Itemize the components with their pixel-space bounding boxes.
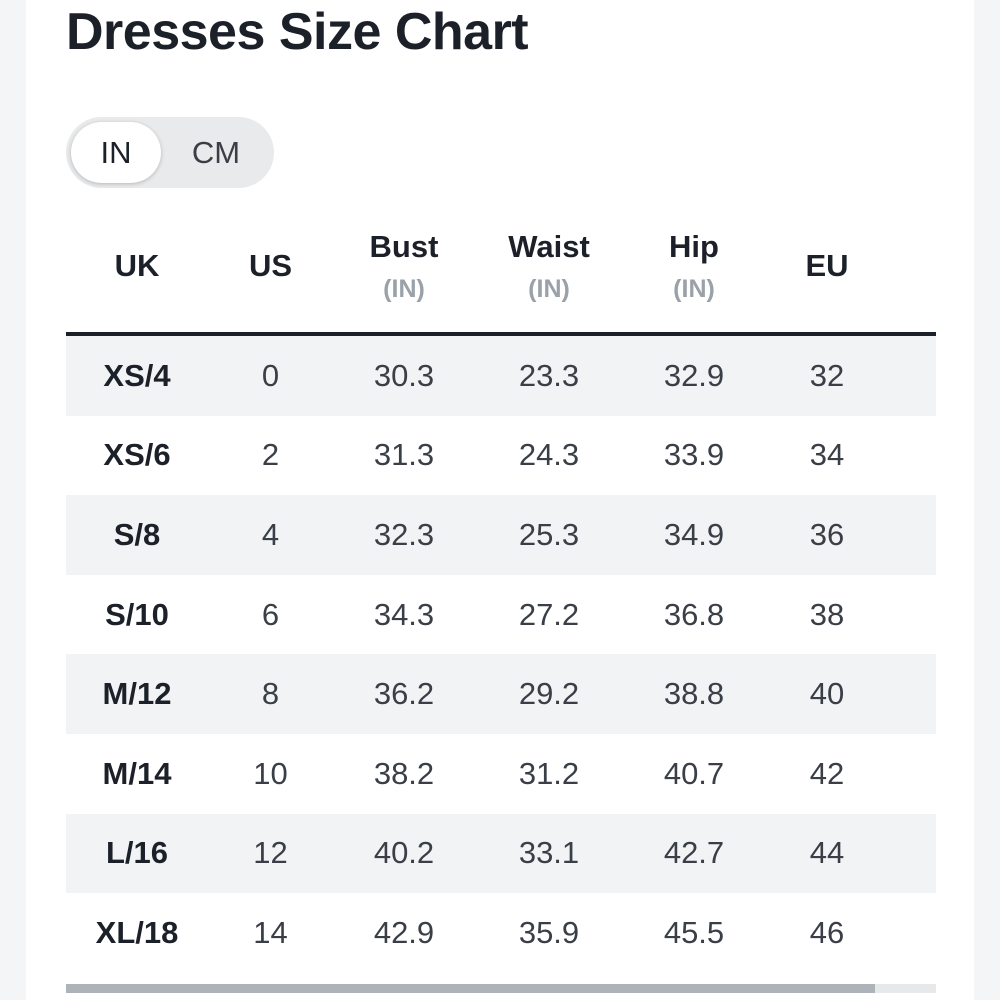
- cell-hip: 40.7: [663, 755, 725, 791]
- cell-hip: 42.7: [623, 813, 765, 894]
- cell-bust: 42.9: [373, 914, 435, 950]
- column-label: Bust: [369, 228, 439, 264]
- horizontal-scrollbar[interactable]: [66, 984, 936, 993]
- cell-waist: 33.1: [475, 813, 623, 894]
- cell-clipped: 3: [889, 416, 936, 496]
- column-label: Hip: [669, 228, 719, 264]
- cell-eu: 34: [809, 437, 845, 473]
- size-table-scroll-area[interactable]: UK US Bust (IN) Waist (IN) Hip: [66, 200, 936, 990]
- column-unit: (IN): [383, 274, 425, 303]
- scrollbar-thumb[interactable]: [66, 984, 875, 993]
- cell-uk: M/12: [66, 654, 208, 734]
- cell-hip: 34.9: [623, 495, 765, 575]
- cell-hip: 38.8: [623, 654, 765, 734]
- table-row: XL/18 14 42.9 35.9 45.5 46 5: [66, 893, 936, 973]
- cell-bust: 36.2: [333, 654, 475, 734]
- cell-hip: 33.9: [663, 437, 725, 473]
- cell-eu: 36: [765, 495, 889, 575]
- column-label: EU: [805, 248, 849, 283]
- cell-bust: 31.3: [373, 437, 435, 473]
- table-body: XS/4030.323.332.9323XS/6231.324.333.9343…: [66, 334, 936, 973]
- cell-eu: 32: [765, 334, 889, 416]
- cell-uk: S/10: [105, 596, 169, 632]
- cell-clipped: 5: [889, 893, 936, 973]
- column-label: US: [248, 248, 293, 283]
- cell-us: 10: [253, 755, 288, 791]
- page-title: Dresses Size Chart: [66, 3, 529, 61]
- cell-waist: 24.3: [518, 437, 580, 473]
- cell-clipped: 4: [889, 575, 936, 655]
- cell-eu: 44: [765, 813, 889, 894]
- cell-uk: M/14: [102, 755, 172, 791]
- column-label: Waist: [508, 228, 590, 264]
- cell-hip: 32.9: [623, 334, 765, 416]
- cell-us: 8: [208, 654, 333, 734]
- cell-uk: L/16: [66, 813, 208, 894]
- cell-bust: 40.2: [333, 813, 475, 894]
- column-header-waist: Waist (IN): [475, 200, 623, 336]
- column-header-eu: EU: [765, 200, 889, 336]
- unit-option-cm[interactable]: CM: [191, 135, 241, 170]
- cell-hip: 45.5: [663, 914, 725, 950]
- table-header-row: UK US Bust (IN) Waist (IN) Hip: [66, 200, 936, 336]
- cell-eu: 46: [809, 914, 845, 950]
- cell-eu: 40: [765, 654, 889, 734]
- cell-waist: 27.2: [518, 596, 580, 632]
- cell-clipped: 4: [889, 734, 936, 814]
- cell-us: 2: [261, 437, 280, 473]
- cell-uk: XS/4: [66, 334, 208, 416]
- unit-option-in[interactable]: IN: [71, 122, 161, 183]
- table-row: M/14 10 38.2 31.2 40.7 42 4: [66, 734, 936, 814]
- cell-bust: 38.2: [373, 755, 435, 791]
- cell-clipped: 4: [889, 813, 936, 894]
- column-header-uk: UK: [66, 200, 208, 336]
- cell-us: 14: [253, 914, 288, 950]
- column-unit: (IN): [528, 274, 570, 303]
- column-header-bust: Bust (IN): [333, 200, 475, 336]
- cell-hip: 36.8: [663, 596, 725, 632]
- cell-clipped: 4: [889, 495, 936, 575]
- cell-bust: 30.3: [333, 334, 475, 416]
- cell-uk: XL/18: [95, 914, 179, 950]
- cell-us: 12: [208, 813, 333, 894]
- size-table: UK US Bust (IN) Waist (IN) Hip: [66, 200, 936, 973]
- cell-us: 0: [208, 334, 333, 416]
- cell-eu: 38: [809, 596, 845, 632]
- cell-waist: 31.2: [518, 755, 580, 791]
- column-label: I: [889, 248, 936, 284]
- cell-waist: 23.3: [475, 334, 623, 416]
- column-header-clipped: I: [889, 200, 936, 336]
- cell-waist: 35.9: [518, 914, 580, 950]
- unit-toggle[interactable]: IN CM: [66, 117, 274, 188]
- cell-us: 6: [261, 596, 280, 632]
- cell-clipped: 3: [889, 334, 936, 416]
- table-row: S/10 6 34.3 27.2 36.8 38 4: [66, 575, 936, 655]
- cell-waist: 25.3: [475, 495, 623, 575]
- cell-eu: 42: [809, 755, 845, 791]
- cell-uk: S/8: [66, 495, 208, 575]
- column-unit: (IN): [673, 274, 715, 303]
- cell-bust: 34.3: [373, 596, 435, 632]
- cell-clipped: 4: [889, 654, 936, 734]
- column-label: UK: [114, 248, 160, 283]
- size-chart-card: Dresses Size Chart IN CM UK US: [26, 0, 974, 1000]
- cell-us: 4: [208, 495, 333, 575]
- cell-uk: XS/6: [103, 437, 171, 473]
- column-header-us: US: [208, 200, 333, 336]
- column-header-hip: Hip (IN): [623, 200, 765, 336]
- cell-waist: 29.2: [475, 654, 623, 734]
- cell-bust: 32.3: [333, 495, 475, 575]
- table-row: XS/6 2 31.3 24.3 33.9 34 3: [66, 416, 936, 496]
